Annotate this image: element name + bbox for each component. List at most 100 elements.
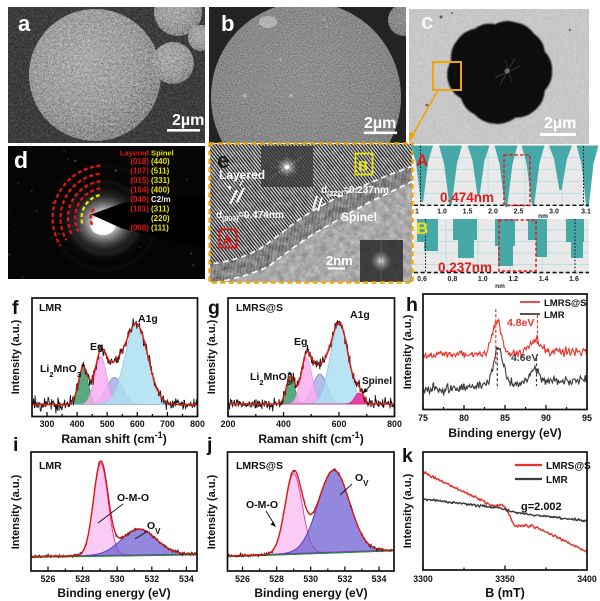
svg-text:(331): (331)	[151, 176, 170, 185]
svg-text:(311): (311)	[151, 205, 170, 214]
svg-text:2µm: 2µm	[172, 112, 204, 129]
svg-text:(111): (111)	[151, 224, 169, 233]
svg-text:3.0: 3.0	[549, 209, 559, 216]
svg-text:0.6: 0.6	[417, 276, 427, 283]
svg-text:Layered: Layered	[219, 168, 265, 182]
svg-text:300: 300	[40, 419, 55, 429]
svg-text:LMR: LMR	[544, 310, 565, 321]
svg-text:B: B	[358, 158, 368, 174]
svg-text:(107): (107)	[130, 167, 149, 176]
svg-text:526: 526	[235, 574, 250, 584]
svg-text:1.6: 1.6	[569, 276, 579, 283]
svg-text:Eg: Eg	[90, 341, 103, 353]
svg-text:(511): (511)	[151, 167, 170, 176]
svg-text:LMR: LMR	[546, 475, 568, 486]
svg-text:Intensity (a.u.): Intensity (a.u.)	[402, 314, 414, 389]
svg-text:2µm: 2µm	[544, 115, 576, 132]
svg-text:1.4: 1.4	[539, 276, 549, 283]
svg-text:Raman shift (cm-1): Raman shift (cm-1)	[61, 430, 166, 446]
svg-text:1.0: 1.0	[437, 209, 447, 216]
svg-text:2µm: 2µm	[364, 115, 396, 132]
svg-text:(040): (040)	[130, 195, 149, 204]
svg-text:1.5: 1.5	[463, 209, 473, 216]
svg-text:g: g	[208, 297, 220, 319]
svg-text:=0.474nm: =0.474nm	[238, 210, 284, 221]
svg-text:85: 85	[500, 413, 510, 423]
svg-text:g=2.002: g=2.002	[521, 501, 562, 513]
svg-text:Binding energy (eV): Binding energy (eV)	[57, 586, 170, 600]
svg-text:Layered: Layered	[120, 149, 149, 158]
svg-text:700: 700	[160, 419, 175, 429]
svg-text:Intensity (a.u.): Intensity (a.u.)	[402, 473, 414, 548]
svg-text:532: 532	[338, 574, 353, 584]
svg-text:(101): (101)	[130, 205, 149, 214]
svg-text:B: B	[416, 219, 428, 238]
svg-text:nm: nm	[538, 213, 548, 220]
svg-text:534: 534	[179, 574, 194, 584]
svg-text:80: 80	[459, 413, 469, 423]
svg-text:h: h	[406, 294, 418, 316]
svg-text:4.8eV: 4.8eV	[507, 317, 534, 329]
svg-text:A: A	[223, 232, 233, 248]
svg-text:600: 600	[130, 419, 145, 429]
svg-text:1.0: 1.0	[478, 276, 488, 283]
svg-text:(222): (222)	[327, 191, 343, 198]
svg-text:LMRS@S: LMRS@S	[236, 460, 283, 472]
svg-text:400: 400	[276, 419, 291, 429]
svg-text:500: 500	[100, 419, 115, 429]
svg-text:Intensity (a.u.): Intensity (a.u.)	[10, 474, 22, 549]
svg-text:1: 1	[415, 209, 419, 216]
svg-text:d: d	[14, 147, 28, 173]
svg-text:532: 532	[144, 574, 159, 584]
svg-text:c: c	[421, 9, 433, 34]
svg-text:528: 528	[269, 574, 284, 584]
svg-text:Intensity (a.u.): Intensity (a.u.)	[206, 474, 218, 549]
svg-text:530: 530	[303, 574, 318, 584]
svg-text:A1g: A1g	[350, 309, 370, 321]
svg-text:530: 530	[110, 574, 125, 584]
svg-text:2.0: 2.0	[488, 209, 498, 216]
svg-text:A1g: A1g	[138, 313, 158, 325]
svg-text:(018): (018)	[130, 157, 149, 166]
svg-text:75: 75	[418, 413, 428, 423]
svg-text:400: 400	[70, 419, 85, 429]
svg-text:Spinel: Spinel	[151, 149, 174, 158]
svg-text:LMRS@S: LMRS@S	[546, 461, 591, 472]
svg-text:Binding energy (eV): Binding energy (eV)	[448, 426, 561, 440]
svg-text:800: 800	[387, 419, 402, 429]
svg-text:3400: 3400	[577, 574, 597, 584]
svg-text:B (mT): B (mT)	[485, 586, 525, 600]
svg-text:(400): (400)	[151, 186, 170, 195]
svg-text:LMR: LMR	[39, 460, 62, 472]
svg-text:LMR: LMR	[39, 302, 62, 314]
svg-text:(104): (104)	[130, 186, 149, 195]
svg-text:e: e	[217, 148, 229, 173]
svg-text:Spinel: Spinel	[341, 210, 377, 224]
svg-text:200: 200	[221, 419, 236, 429]
svg-text:526: 526	[41, 574, 56, 584]
svg-text:3.1: 3.1	[581, 209, 591, 216]
svg-text:Eg: Eg	[294, 336, 307, 348]
svg-text:(015): (015)	[130, 176, 149, 185]
svg-text:600: 600	[332, 419, 347, 429]
svg-text:(008): (008)	[130, 224, 149, 233]
svg-text:f: f	[12, 297, 19, 319]
svg-text:2.5: 2.5	[514, 209, 524, 216]
svg-text:A: A	[416, 151, 428, 170]
svg-text:d: d	[216, 210, 222, 221]
svg-text:i: i	[13, 434, 18, 456]
svg-text:95: 95	[582, 413, 592, 423]
svg-text:j: j	[206, 434, 212, 456]
svg-text:LMRS@S: LMRS@S	[544, 298, 587, 309]
svg-text:2nm: 2nm	[326, 253, 353, 268]
svg-text:k: k	[402, 445, 413, 467]
svg-text:C2/m: C2/m	[151, 195, 171, 204]
svg-text:528: 528	[75, 574, 90, 584]
svg-text:800: 800	[190, 419, 205, 429]
svg-text:Intensity (a.u.): Intensity (a.u.)	[206, 319, 218, 394]
svg-text:LMRS@S: LMRS@S	[236, 302, 283, 314]
svg-text:Intensity (a.u.): Intensity (a.u.)	[10, 319, 22, 394]
svg-text:3300: 3300	[413, 574, 433, 584]
svg-text:=0.237nm: =0.237nm	[343, 185, 389, 196]
svg-text:(003): (003)	[222, 216, 238, 223]
